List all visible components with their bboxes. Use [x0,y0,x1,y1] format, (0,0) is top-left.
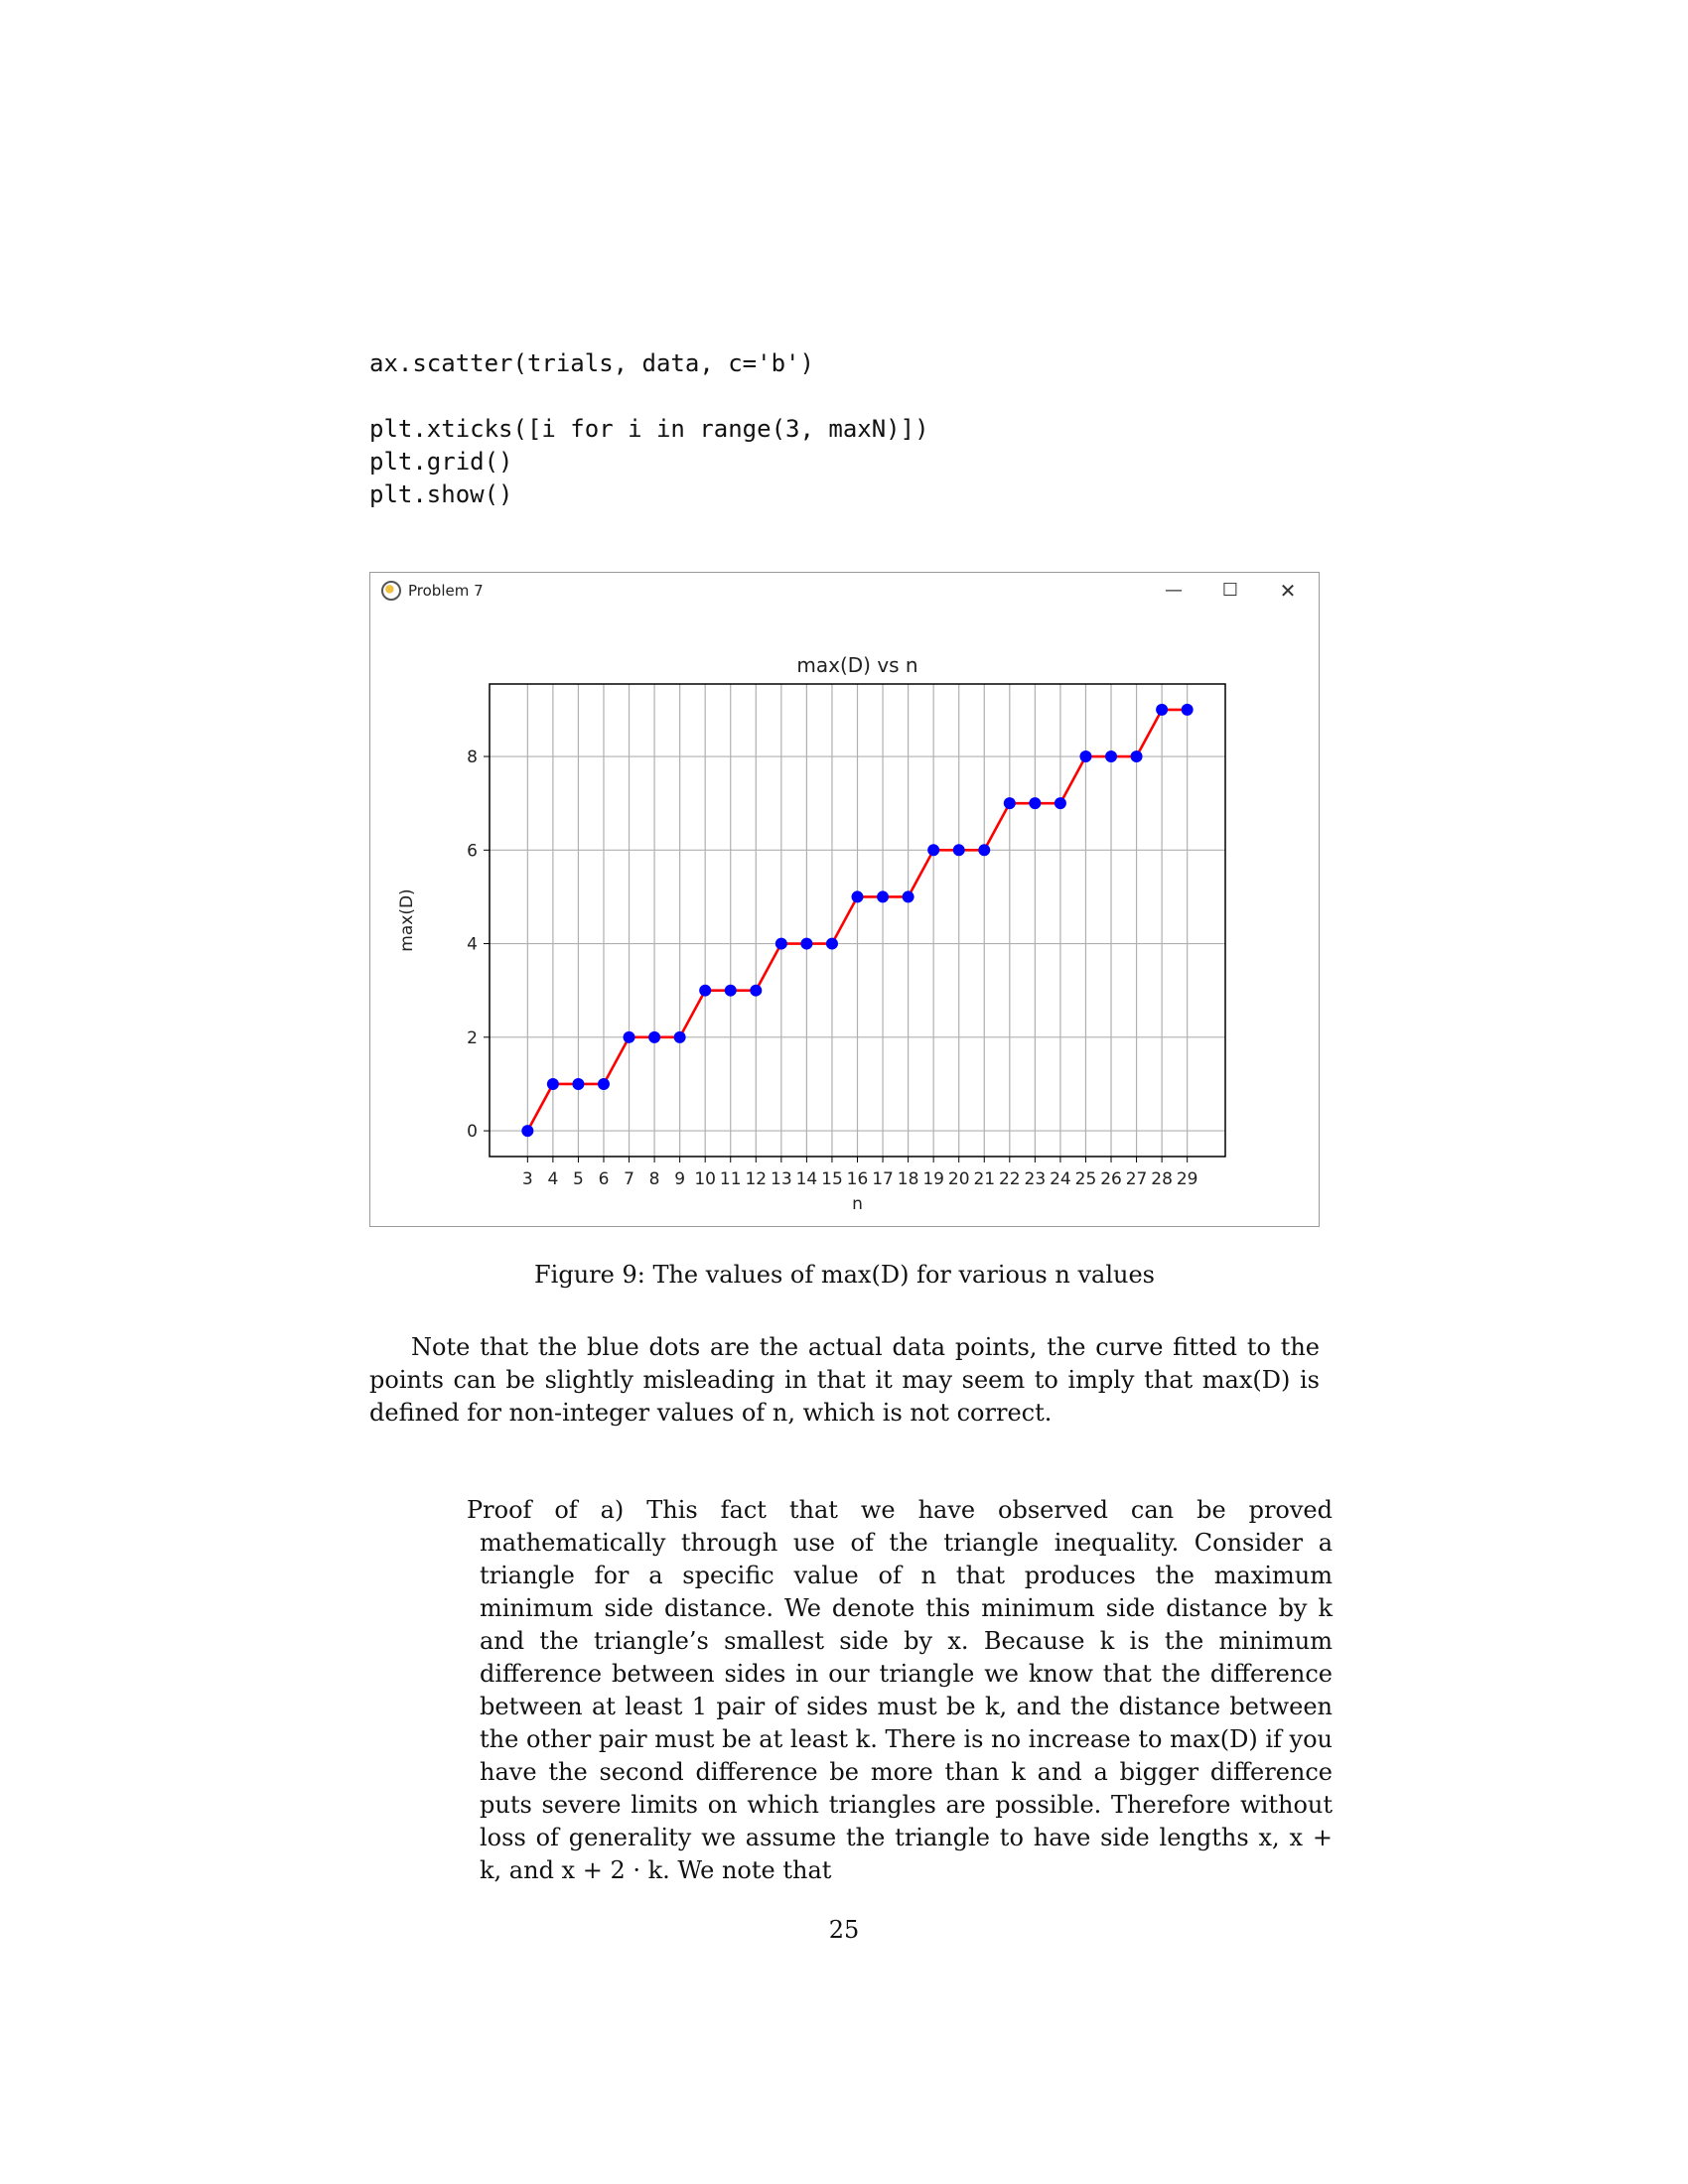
x-tick-label: 6 [599,1169,610,1189]
data-point [597,1077,610,1090]
x-tick-label: 17 [872,1169,894,1189]
data-point [877,890,890,903]
data-point [1105,751,1118,763]
window-titlebar[interactable]: Problem 7 — ☐ ✕ [370,573,1319,613]
x-tick-label: 20 [948,1169,970,1189]
x-tick-label: 16 [847,1169,869,1189]
data-point [1079,751,1092,763]
data-point [851,890,864,903]
data-point [1029,797,1042,810]
x-tick-label: 28 [1151,1169,1173,1189]
chart-title: max(D) vs n [796,653,917,677]
x-tick-label: 26 [1100,1169,1122,1189]
data-point [902,890,914,903]
plot-window: Problem 7 — ☐ ✕ 3 4 5 6 7 8 9 10 11 12 13 14 15 16 17 1… [369,572,1320,1227]
x-tick-label: 8 [649,1169,660,1189]
data-point [724,984,737,997]
data-point [1156,703,1169,716]
data-point [1054,797,1066,810]
minimize-button[interactable]: — [1165,580,1183,601]
y-tick-label: 4 [467,935,478,955]
y-tick-label: 8 [467,748,478,767]
data-point [572,1077,585,1090]
data-point [699,984,712,997]
x-tick-label: 7 [624,1169,634,1189]
x-tick-label: 25 [1075,1169,1097,1189]
data-point [521,1125,534,1138]
data-point [1003,797,1016,810]
data-point [952,844,965,857]
figure-caption: Figure 9: The values of max(D) for vario… [534,1261,1155,1289]
code-line-show: plt.show() [369,480,513,508]
chart-canvas: 3 4 5 6 7 8 9 10 11 12 13 14 15 16 17 18 19 20 21 22 23 24 25 2… [397,653,1226,1214]
y-tick-label: 0 [467,1122,478,1142]
data-point [774,937,787,950]
marker-layer [521,703,1194,1138]
x-tick-label: 12 [745,1169,767,1189]
x-tick-label: 29 [1177,1169,1198,1189]
code-line-xticks: plt.xticks([i for i in range(3, maxN)]) [369,415,929,443]
code-line-grid: plt.grid() [369,448,513,476]
page-number: 25 [828,1916,860,1944]
y-tick-label: 6 [467,841,478,861]
x-tick-label: 24 [1050,1169,1071,1189]
x-tick-label: 14 [796,1169,818,1189]
x-tick-label: 10 [694,1169,716,1189]
x-axis-label: n [852,1194,863,1214]
x-tick-label: 13 [771,1169,792,1189]
x-tick-label: 3 [522,1169,533,1189]
x-tick-label: 22 [999,1169,1021,1189]
grid-layer [490,684,1225,1157]
y-axis-label: max(D) [397,888,417,951]
tick-layer: 3 4 5 6 7 8 9 10 11 12 13 14 15 16 17 18 19 20 21 22 23 24 25 2… [467,748,1197,1189]
code-line-scatter: ax.scatter(trials, data, c='b') [369,349,814,377]
x-tick-label: 15 [821,1169,843,1189]
proof-paragraph: Proof of a) This fact that we have obser… [467,1496,1333,1884]
window-title: Problem 7 [408,582,484,600]
data-point [1130,751,1143,763]
maximize-button[interactable]: ☐ [1221,580,1239,601]
data-point [673,1030,686,1043]
y-tick-label: 2 [467,1028,478,1048]
data-point [546,1077,559,1090]
data-point [800,937,813,950]
data-point [1181,703,1194,716]
x-tick-label: 27 [1126,1169,1148,1189]
data-point [927,844,940,857]
x-tick-label: 18 [898,1169,919,1189]
x-tick-label: 4 [547,1169,558,1189]
data-point [750,984,763,997]
matplotlib-icon [381,581,401,601]
x-tick-label: 21 [973,1169,995,1189]
x-tick-label: 23 [1025,1169,1047,1189]
x-tick-label: 19 [922,1169,944,1189]
x-tick-label: 5 [573,1169,584,1189]
note-paragraph: Note that the blue dots are the actual d… [369,1333,1320,1427]
data-point [623,1030,635,1043]
close-button[interactable]: ✕ [1279,579,1297,603]
data-point [648,1030,661,1043]
data-point [978,844,991,857]
data-point [825,937,838,950]
x-tick-label: 9 [674,1169,685,1189]
x-tick-label: 11 [720,1169,742,1189]
